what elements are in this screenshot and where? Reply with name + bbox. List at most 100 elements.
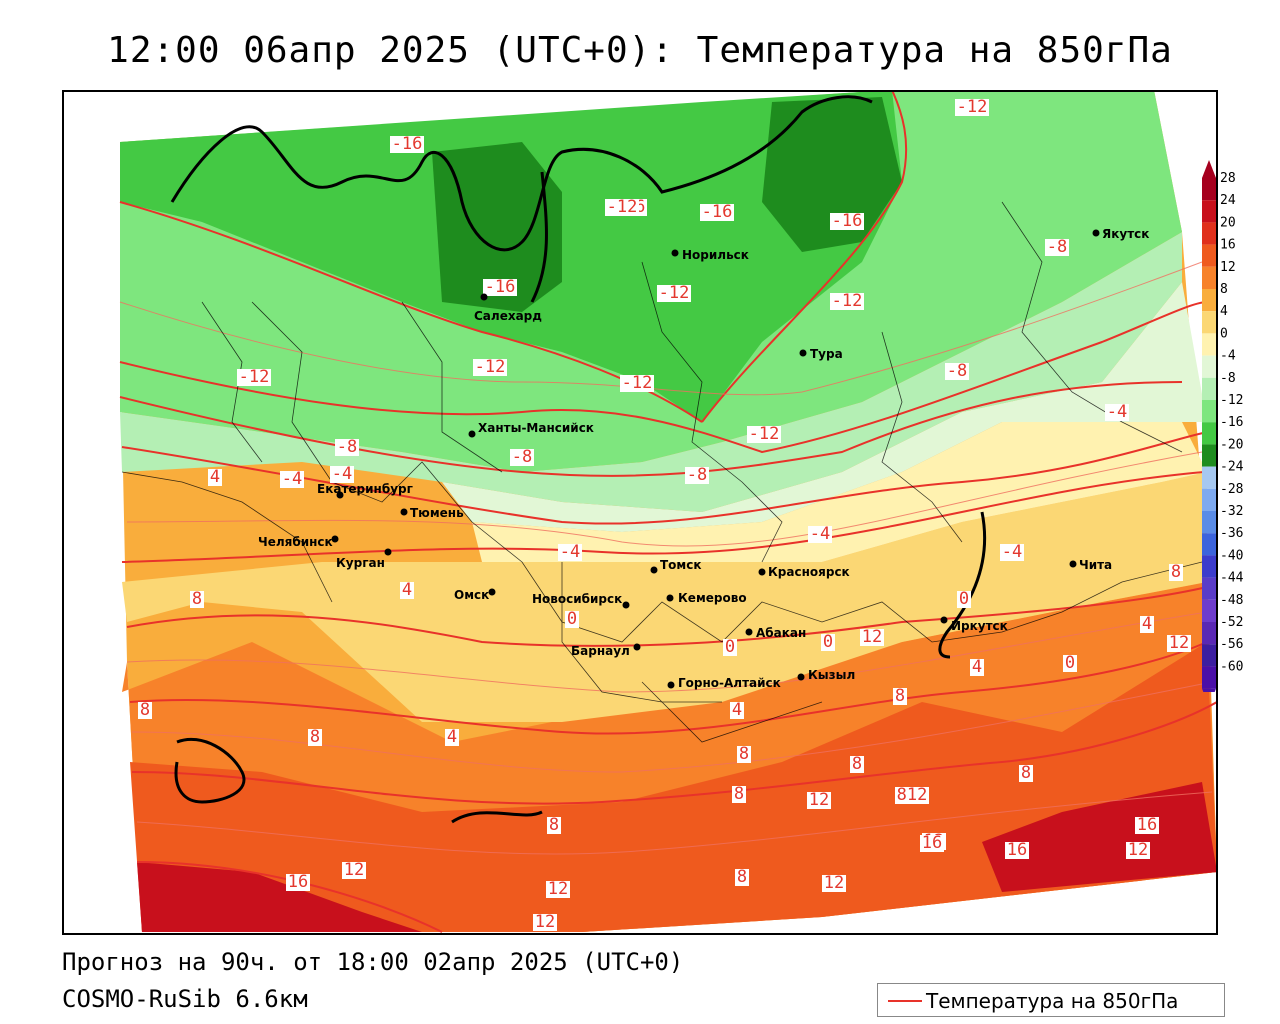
isotherm-label: -16 — [392, 134, 423, 154]
isotherm-label: 8 — [737, 867, 747, 887]
colorbar-tick-label: 12 — [1220, 260, 1236, 275]
city-dot — [633, 643, 641, 651]
isotherm-label-bg — [620, 375, 654, 392]
isotherm-label: -4 — [560, 542, 580, 562]
isotherm-label: -4 — [1002, 542, 1022, 562]
isotherm-label-bg — [860, 629, 884, 646]
isotherm-label-bg — [957, 591, 971, 608]
isotherm-label-bg — [821, 634, 835, 651]
colorbar-swatch — [1202, 377, 1216, 400]
city-label: Барнаул — [571, 644, 630, 658]
colorbar-tick-label: -40 — [1220, 548, 1243, 563]
isotherm-label: 812 — [897, 785, 928, 805]
isotherm-label-bg — [190, 591, 204, 608]
city-label: Тюмень — [410, 506, 464, 520]
isotherm-label: 0 — [823, 632, 833, 652]
isotherm-label-bg — [342, 862, 366, 879]
isotherm-label: -12 — [957, 97, 988, 117]
legend: Температура на 850гПа — [877, 983, 1225, 1017]
isotherm-label-bg — [510, 449, 534, 466]
colorbar-bottom-arrow — [1202, 688, 1216, 692]
colorbar-top-arrow — [1202, 160, 1216, 178]
city-label: Кемерово — [678, 591, 747, 605]
temperature-map: -16-16-16-16-16-12-12-12-12-12-12-12-12-… — [62, 90, 1218, 935]
colorbar-tick-label: -24 — [1220, 460, 1244, 475]
isotherm-label-bg — [850, 756, 864, 773]
colorbar-tick-label: -32 — [1220, 504, 1243, 519]
isotherm-label: 16 — [922, 833, 942, 853]
colorbar-tick-label: 20 — [1220, 215, 1236, 230]
isotherm-label-bg — [1126, 842, 1150, 859]
isotherm-label-bg — [657, 285, 691, 302]
isotherm-label: -8 — [337, 437, 357, 457]
colorbar-tick-label: -12 — [1220, 393, 1243, 408]
isotherm-label: -4 — [1107, 402, 1127, 422]
city-dot — [666, 594, 674, 602]
isotherm-label-bg — [208, 469, 222, 486]
zone-minus20a — [432, 142, 562, 312]
isotherm-label-bg — [1135, 817, 1159, 834]
colorbar-tick-label: -52 — [1220, 615, 1243, 630]
isotherm-label-bg — [895, 787, 929, 804]
colorbar-tick-label: 8 — [1220, 282, 1228, 297]
colorbar-swatch — [1202, 555, 1216, 578]
isotherm-label: 8 — [739, 744, 749, 764]
isotherm-label: 12 — [344, 860, 364, 880]
isotherm-label-bg — [822, 875, 846, 892]
city-label: Норильск — [682, 248, 749, 262]
isotherm-label-bg — [920, 835, 944, 852]
city-dot — [650, 566, 658, 574]
forecast-info: Прогноз на 90ч. от 18:00 02апр 2025 (UTC… — [62, 948, 684, 976]
isotherm-label-bg — [473, 359, 507, 376]
isotherm-label: -16 — [702, 202, 733, 222]
isotherm-label: -12 — [749, 424, 780, 444]
colorbar-tick-label: -4 — [1220, 349, 1236, 364]
colorbar-swatch — [1202, 200, 1216, 223]
legend-label: Температура на 850гПа — [926, 989, 1179, 1013]
colorbar-tick-label: -56 — [1220, 637, 1243, 652]
colorbar-swatch — [1202, 355, 1216, 378]
isotherm-label-bg — [685, 467, 709, 484]
isotherm-label-bg — [280, 471, 304, 488]
city-label: Красноярск — [768, 565, 850, 579]
isotherm-label: 8 — [734, 784, 744, 804]
isotherm-label: 12 — [1128, 840, 1148, 860]
isotherm-label: -8 — [687, 465, 707, 485]
isotherm-label-bg — [1167, 635, 1191, 652]
colorbar-tick-label: 0 — [1220, 326, 1228, 341]
isotherm-label: 16 — [1007, 840, 1027, 860]
isotherm-label-bg — [400, 582, 414, 599]
city-label: Тура — [810, 347, 843, 361]
city-dot — [622, 601, 630, 609]
isotherm-label-bg — [1169, 564, 1183, 581]
city-dot — [400, 508, 408, 516]
isotherm-label: 0 — [725, 637, 735, 657]
isotherm-label: -16 — [832, 211, 863, 231]
colorbar-tick-label: 16 — [1220, 238, 1236, 253]
city-dot — [488, 588, 496, 596]
city-dot — [797, 673, 805, 681]
isotherm-label-bg — [286, 874, 310, 891]
isotherm-label: -12 — [475, 357, 506, 377]
isotherm-label-bg — [330, 466, 354, 483]
model-info: COSMO-RuSib 6.6км — [62, 985, 308, 1013]
isotherm-label-bg — [807, 792, 831, 809]
isotherm-label-bg — [533, 914, 557, 931]
colorbar-swatch — [1202, 222, 1216, 245]
isotherm-label: 8 — [140, 700, 150, 720]
isotherm-label: 4 — [972, 657, 982, 677]
colorbar-tick-label: 28 — [1220, 171, 1236, 186]
isotherm-label: 12 — [535, 912, 555, 932]
colorbar-swatch — [1202, 422, 1216, 445]
isotherm-label-bg — [1005, 842, 1029, 859]
colorbar-tick-label: 4 — [1220, 304, 1228, 319]
isotherm-label-bg — [558, 544, 582, 561]
city-label: Новосибирск — [532, 592, 622, 606]
isotherm-label: 12 — [824, 873, 844, 893]
isotherm-label: 4 — [447, 727, 457, 747]
zone-0-4 — [122, 472, 1207, 722]
colorbar-swatch — [1202, 488, 1216, 511]
isotherm-label: 4 — [732, 700, 742, 720]
colorbar-swatch — [1202, 444, 1216, 467]
colorbar-swatch — [1202, 311, 1216, 334]
